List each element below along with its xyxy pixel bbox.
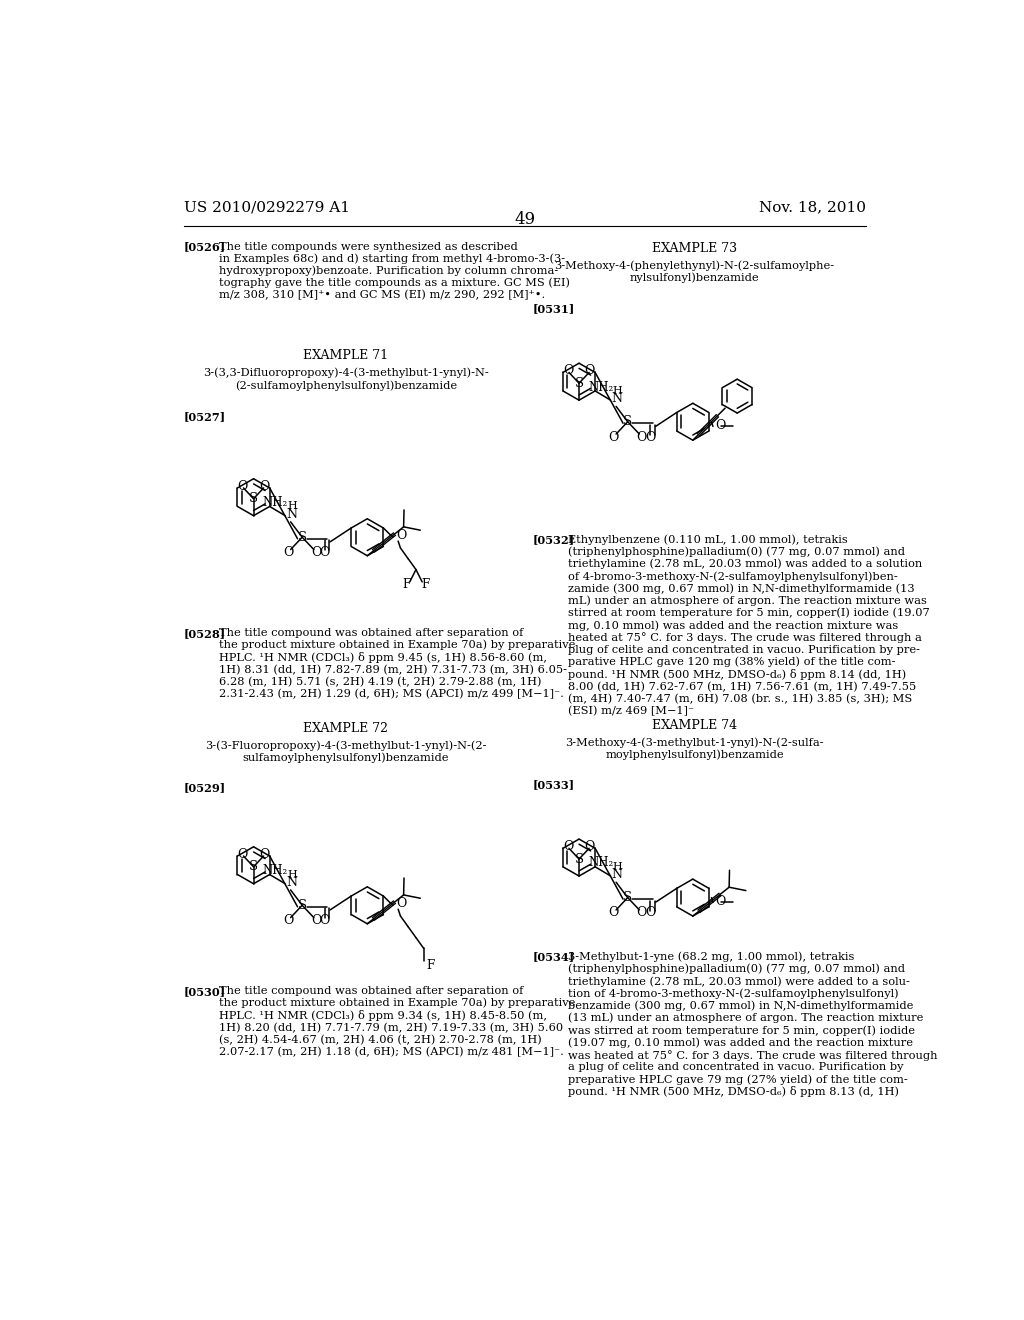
Text: O: O — [396, 529, 407, 543]
Text: N: N — [286, 875, 297, 888]
Text: EXAMPLE 73: EXAMPLE 73 — [652, 242, 737, 255]
Text: O: O — [585, 364, 595, 378]
Text: EXAMPLE 71: EXAMPLE 71 — [303, 350, 388, 363]
Text: [0527]: [0527] — [183, 411, 226, 422]
Text: O: O — [283, 915, 294, 927]
Text: O: O — [311, 546, 322, 560]
Text: H: H — [288, 502, 297, 511]
Text: O: O — [311, 915, 322, 927]
Text: Ethynylbenzene (0.110 mL, 1.00 mmol), tetrakis
(triphenylphosphine)palladium(0) : Ethynylbenzene (0.110 mL, 1.00 mmol), te… — [568, 535, 930, 715]
Text: NH₂: NH₂ — [263, 865, 288, 878]
Text: O: O — [259, 480, 269, 492]
Text: H: H — [288, 870, 297, 879]
Text: S: S — [624, 891, 632, 904]
Text: H: H — [612, 385, 623, 396]
Text: NH₂: NH₂ — [589, 857, 613, 870]
Text: S: S — [624, 416, 632, 428]
Text: Nov. 18, 2010: Nov. 18, 2010 — [759, 201, 866, 215]
Text: O: O — [396, 898, 407, 911]
Text: O: O — [238, 480, 248, 492]
Text: [0526]: [0526] — [183, 242, 226, 252]
Text: EXAMPLE 72: EXAMPLE 72 — [303, 722, 388, 735]
Text: O: O — [563, 364, 573, 378]
Text: O: O — [637, 907, 647, 920]
Text: O: O — [319, 915, 330, 927]
Text: N: N — [611, 869, 623, 880]
Text: 3-(3-Fluoropropoxy)-4-(3-methylbut-1-ynyl)-N-(2-
sulfamoylphenylsulfonyl)benzami: 3-(3-Fluoropropoxy)-4-(3-methylbut-1-yny… — [205, 741, 486, 763]
Text: O: O — [645, 907, 655, 920]
Text: [0534]: [0534] — [532, 952, 574, 962]
Text: [0529]: [0529] — [183, 781, 226, 793]
Text: F: F — [421, 578, 429, 591]
Text: O: O — [716, 895, 726, 908]
Text: NH₂: NH₂ — [589, 380, 613, 393]
Text: O: O — [319, 546, 330, 560]
Text: The title compound was obtained after separation of
the product mixture obtained: The title compound was obtained after se… — [219, 986, 575, 1057]
Text: N: N — [611, 392, 623, 405]
Text: S: S — [249, 861, 258, 874]
Text: [0532]: [0532] — [532, 535, 574, 545]
Text: S: S — [298, 531, 307, 544]
Text: O: O — [645, 430, 655, 444]
Text: The title compounds were synthesized as described
in Examples 68c) and d) starti: The title compounds were synthesized as … — [219, 242, 570, 301]
Text: S: S — [574, 853, 584, 866]
Text: The title compound was obtained after separation of
the product mixture obtained: The title compound was obtained after se… — [219, 628, 575, 700]
Text: [0530]: [0530] — [183, 986, 226, 997]
Text: 3-Methylbut-1-yne (68.2 mg, 1.00 mmol), tetrakis
(triphenylphosphine)palladium(0: 3-Methylbut-1-yne (68.2 mg, 1.00 mmol), … — [568, 952, 938, 1097]
Text: [0528]: [0528] — [183, 628, 226, 639]
Text: S: S — [249, 492, 258, 506]
Text: F: F — [427, 958, 435, 972]
Text: US 2010/0292279 A1: US 2010/0292279 A1 — [183, 201, 350, 215]
Text: O: O — [259, 847, 269, 861]
Text: O: O — [716, 418, 726, 432]
Text: 49: 49 — [514, 211, 536, 228]
Text: O: O — [637, 430, 647, 444]
Text: 3-Methoxy-4-(3-methylbut-1-ynyl)-N-(2-sulfa-
moylphenylsulfonyl)benzamide: 3-Methoxy-4-(3-methylbut-1-ynyl)-N-(2-su… — [565, 738, 824, 760]
Text: EXAMPLE 74: EXAMPLE 74 — [652, 719, 737, 733]
Text: O: O — [608, 907, 618, 920]
Text: [0531]: [0531] — [532, 304, 574, 314]
Text: O: O — [238, 847, 248, 861]
Text: [0533]: [0533] — [532, 779, 574, 789]
Text: N: N — [286, 508, 297, 520]
Text: O: O — [608, 430, 618, 444]
Text: O: O — [283, 546, 294, 560]
Text: NH₂: NH₂ — [263, 496, 288, 510]
Text: S: S — [574, 376, 584, 389]
Text: S: S — [298, 899, 307, 912]
Text: O: O — [563, 841, 573, 853]
Text: O: O — [585, 841, 595, 853]
Text: 3-Methoxy-4-(phenylethynyl)-N-(2-sulfamoylphe-
nylsulfonyl)benzamide: 3-Methoxy-4-(phenylethynyl)-N-(2-sulfamo… — [554, 260, 835, 282]
Text: 3-(3,3-Difluoropropoxy)-4-(3-methylbut-1-ynyl)-N-
(2-sulfamoylphenylsulfonyl)ben: 3-(3,3-Difluoropropoxy)-4-(3-methylbut-1… — [203, 368, 488, 391]
Text: F: F — [402, 578, 411, 591]
Text: H: H — [612, 862, 623, 871]
